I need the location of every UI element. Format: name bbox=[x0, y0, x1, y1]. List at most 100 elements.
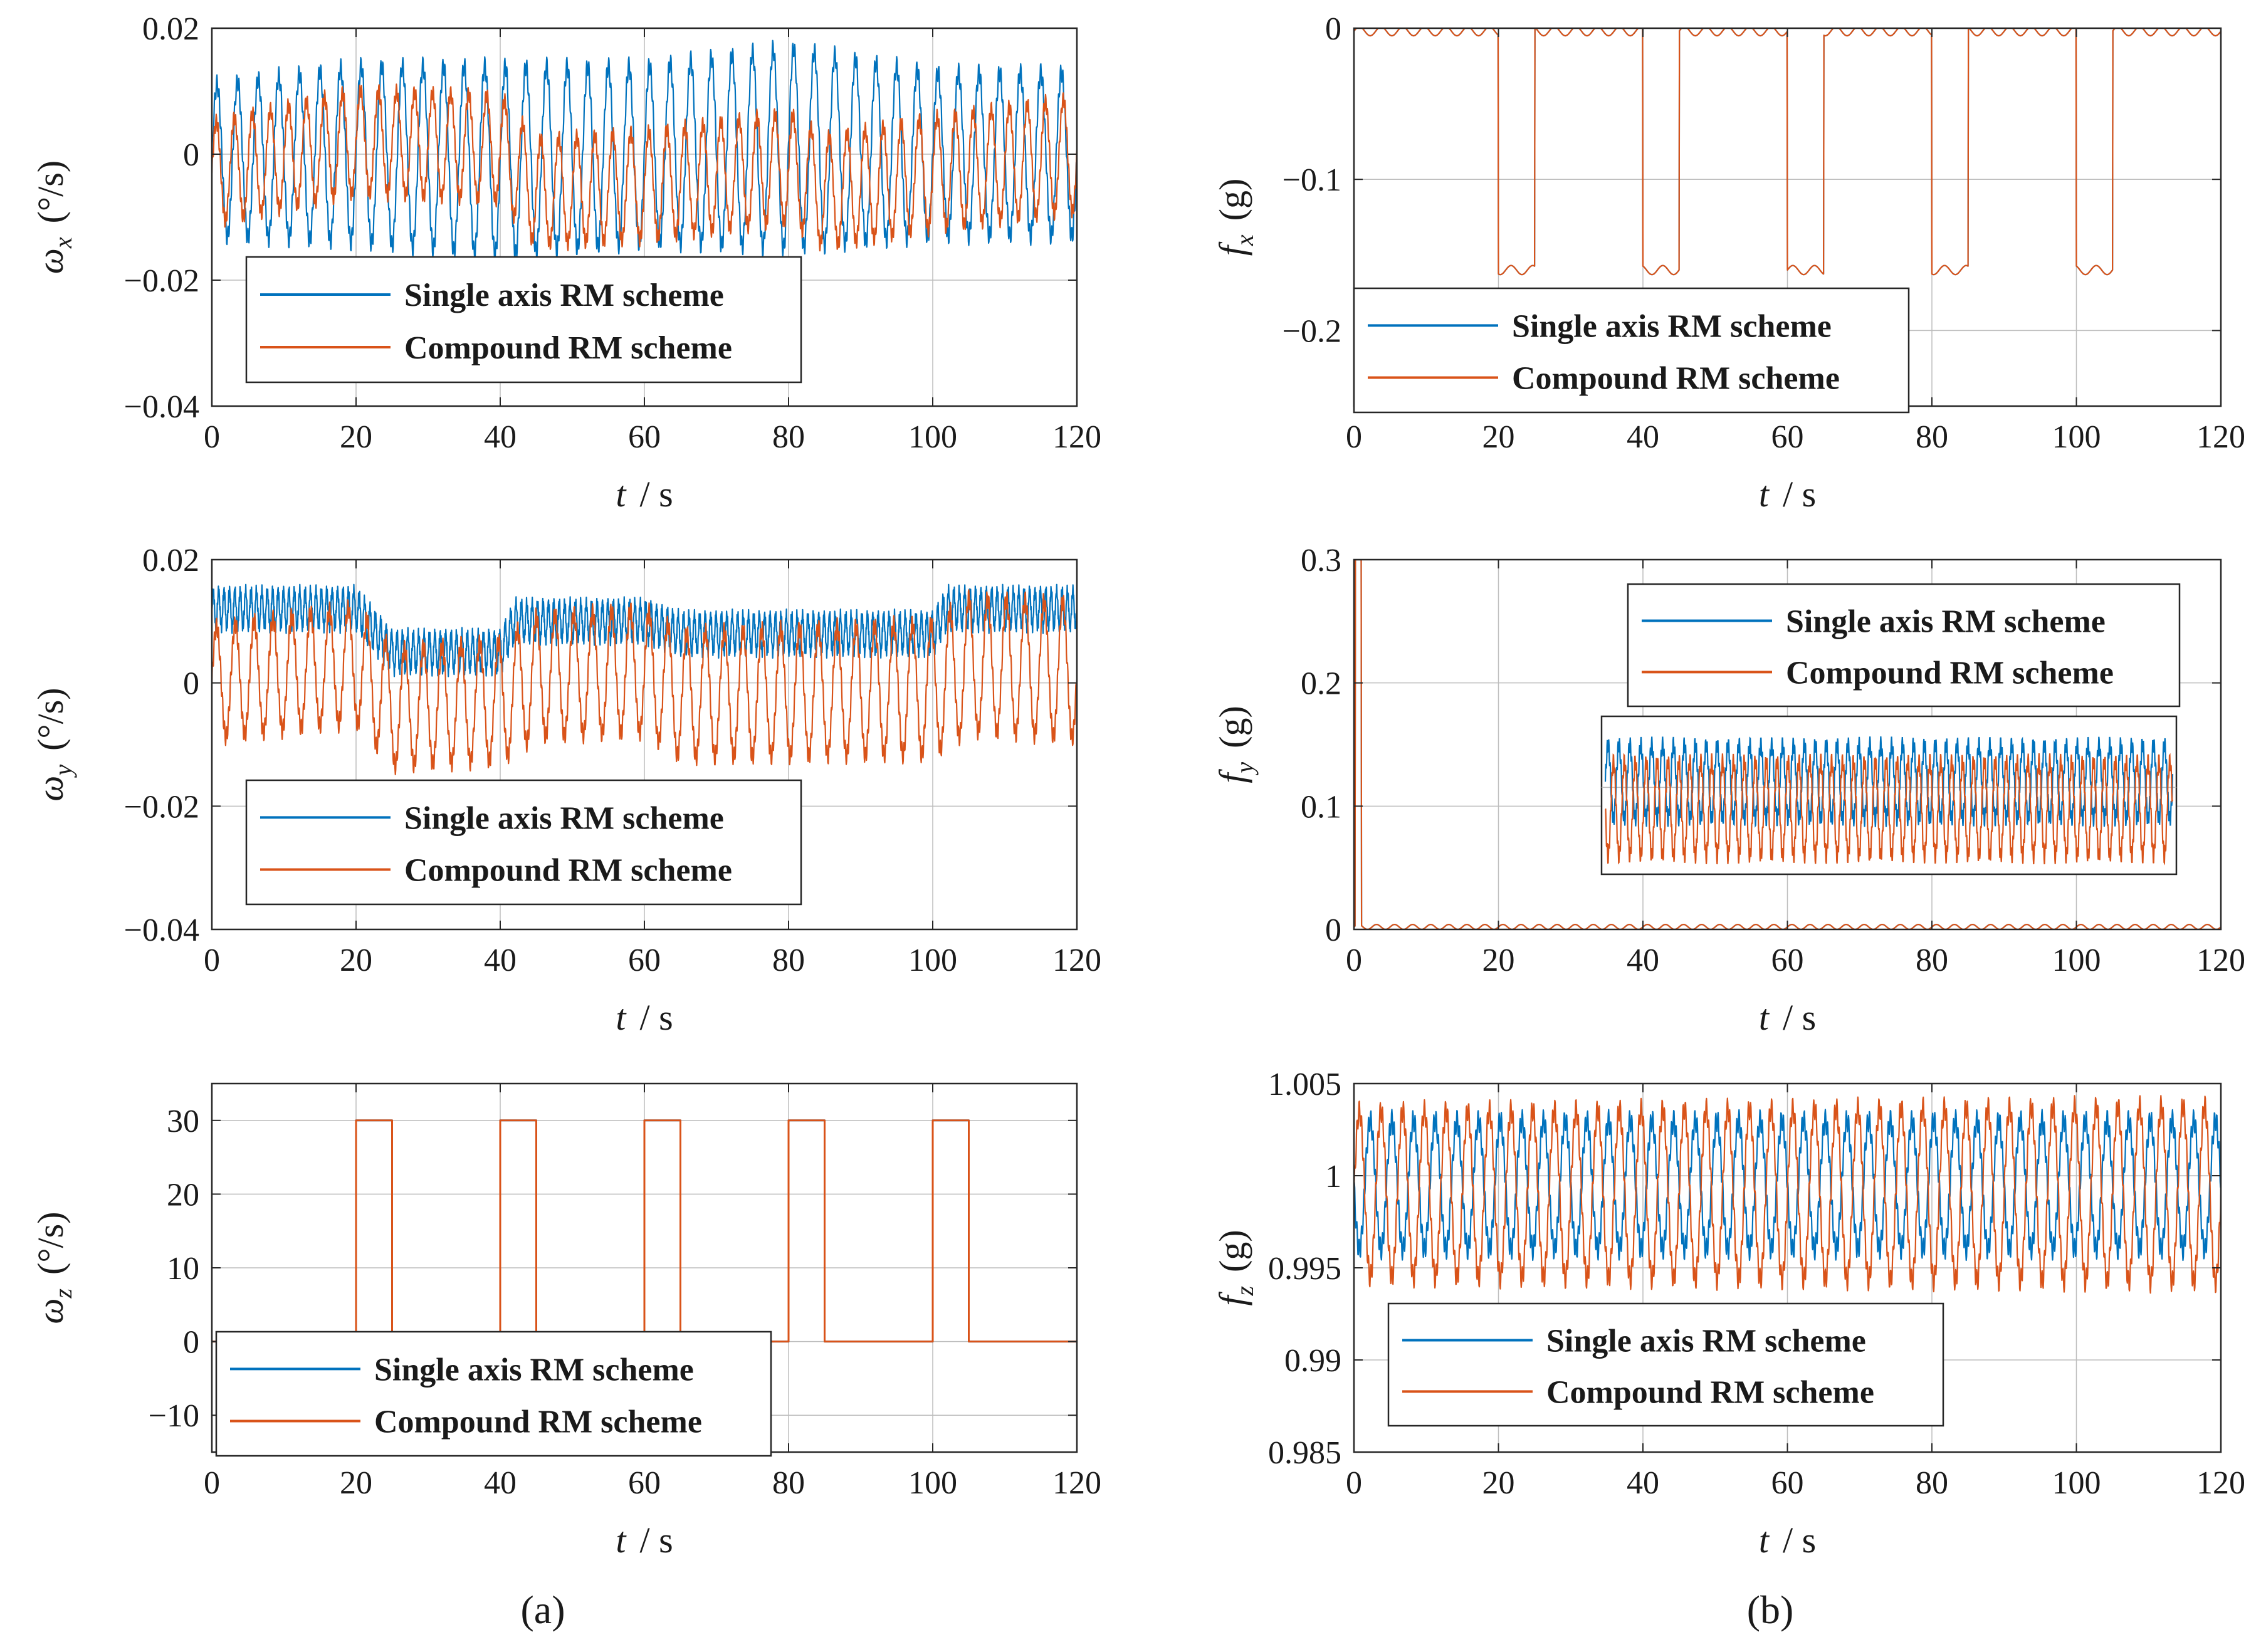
y-axis-label: fy(g) bbox=[1212, 706, 1259, 783]
inset-zoom bbox=[1600, 715, 2178, 876]
y-axis-label: fz(g) bbox=[1212, 1230, 1259, 1305]
tick-label-x: 100 bbox=[908, 1465, 957, 1501]
legend-label-single-axis: Single axis RM scheme bbox=[374, 1352, 694, 1388]
tick-label-x: 80 bbox=[1916, 1465, 1948, 1501]
legend-label-single-axis: Single axis RM scheme bbox=[404, 800, 724, 836]
tick-label-y: 0.02 bbox=[142, 11, 199, 47]
legend: Single axis RM scheme Compound RM scheme bbox=[1353, 287, 1910, 414]
tick-label-x: 60 bbox=[628, 943, 661, 978]
panel-label-a-group: (a) bbox=[520, 1587, 565, 1632]
tick-label-y: 0 bbox=[183, 666, 199, 702]
legend-box bbox=[1387, 1302, 1944, 1427]
legend-label-compound: Compound RM scheme bbox=[1546, 1374, 1874, 1410]
legend: Single axis RM scheme Compound RM scheme bbox=[245, 256, 802, 384]
tick-label-x: 40 bbox=[1627, 1465, 1659, 1501]
tick-label-y: 0 bbox=[183, 137, 199, 173]
tick-label-x: 60 bbox=[628, 1465, 661, 1501]
tick-label-y: 0.1 bbox=[1301, 789, 1341, 825]
legend-label-single-axis: Single axis RM scheme bbox=[1786, 604, 2106, 640]
tick-label-x: 40 bbox=[484, 943, 517, 978]
tick-label-x: 120 bbox=[2196, 1465, 2245, 1501]
tick-label-x: 120 bbox=[2196, 419, 2245, 455]
legend-label-single-axis: Single axis RM scheme bbox=[1512, 308, 1832, 344]
tick-label-y: 0 bbox=[1325, 912, 1341, 948]
tick-label-x: 0 bbox=[1346, 943, 1362, 978]
series-line-compound bbox=[1354, 28, 2221, 276]
legend-box bbox=[215, 1330, 772, 1457]
chart-fx: 0 20 40 60 80 100 120 −0.2 −0.1 0 t / s fx(g) Single … bbox=[1212, 11, 2245, 515]
tick-label-x: 100 bbox=[908, 943, 957, 978]
tick-label-y: 0 bbox=[1325, 11, 1341, 47]
x-axis-label: t / s bbox=[616, 997, 673, 1038]
legend: Single axis RM scheme Compound RM scheme bbox=[1387, 1302, 1944, 1427]
tick-label-y: 1.005 bbox=[1268, 1067, 1341, 1102]
y-axis-label: ωz(°/s) bbox=[30, 1211, 77, 1324]
tick-label-y: 1 bbox=[1325, 1159, 1341, 1195]
tick-label-y: 0.985 bbox=[1268, 1435, 1341, 1471]
tick-label-y: 0.02 bbox=[142, 543, 199, 578]
tick-label-x: 80 bbox=[772, 1465, 805, 1501]
panel-label-b-group: (b) bbox=[1747, 1587, 1794, 1632]
tick-label-x: 100 bbox=[908, 419, 957, 455]
tick-label-y: −0.04 bbox=[124, 912, 199, 948]
chart-wx: 0 20 40 60 80 100 120 −0.04 −0.02 0 0.02 t / s ωx(°/s… bbox=[30, 11, 1101, 515]
tick-label-x: 20 bbox=[1482, 943, 1515, 978]
legend-box bbox=[245, 779, 802, 906]
tick-label-y: −0.1 bbox=[1283, 162, 1341, 198]
series-group bbox=[212, 1119, 1077, 1343]
tick-label-x: 0 bbox=[204, 1465, 220, 1501]
chart-fz: 0 20 40 60 80 100 120 0.985 0.99 0.995 1 1.005 t / s f… bbox=[1212, 1067, 2245, 1561]
series-group bbox=[1354, 1095, 2221, 1294]
tick-label-x: 60 bbox=[1771, 943, 1804, 978]
legend-box bbox=[1627, 583, 2181, 708]
tick-label-x: 60 bbox=[1771, 419, 1804, 455]
tick-label-x: 40 bbox=[1627, 943, 1659, 978]
tick-label-x: 20 bbox=[340, 419, 372, 455]
legend-label-compound: Compound RM scheme bbox=[374, 1404, 702, 1440]
chart-fy: 0 20 40 60 80 100 120 0 0.1 0.2 0.3 t / s fy(g) Single… bbox=[1212, 543, 2245, 1038]
tick-label-y: 0.99 bbox=[1284, 1343, 1341, 1379]
tick-label-y: 0.995 bbox=[1268, 1251, 1341, 1287]
series-group bbox=[212, 39, 1077, 264]
legend: Single axis RM scheme Compound RM scheme bbox=[245, 779, 802, 906]
tick-label-x: 80 bbox=[772, 943, 805, 978]
tick-label-y: 10 bbox=[167, 1251, 199, 1287]
tick-label-y: 30 bbox=[167, 1104, 199, 1139]
tick-label-x: 120 bbox=[1052, 1465, 1101, 1501]
x-axis-label: t / s bbox=[1759, 474, 1816, 515]
tick-label-x: 120 bbox=[1052, 419, 1101, 455]
tick-label-x: 100 bbox=[2052, 419, 2101, 455]
series-line-compound bbox=[212, 589, 1077, 775]
tick-label-x: 100 bbox=[2052, 1465, 2101, 1501]
tick-label-y: −0.04 bbox=[124, 389, 199, 425]
tick-label-x: 20 bbox=[340, 943, 372, 978]
x-axis-label: t / s bbox=[1759, 997, 1816, 1038]
tick-label-x: 0 bbox=[204, 943, 220, 978]
legend-box bbox=[1353, 287, 1910, 414]
tick-label-y: 20 bbox=[167, 1177, 199, 1213]
series-line-single-axis bbox=[212, 583, 1077, 677]
legend-label-compound: Compound RM scheme bbox=[1512, 361, 1840, 397]
tick-label-x: 80 bbox=[1916, 943, 1948, 978]
tick-label-y: −0.02 bbox=[124, 789, 199, 825]
series-line-compound bbox=[1354, 1095, 2221, 1294]
series-group bbox=[212, 583, 1077, 775]
tick-label-x: 120 bbox=[2196, 943, 2245, 978]
tick-label-x: 60 bbox=[1771, 1465, 1804, 1501]
legend-label-compound: Compound RM scheme bbox=[1786, 655, 2114, 691]
tick-label-y: 0 bbox=[183, 1325, 199, 1361]
legend: Single axis RM scheme Compound RM scheme bbox=[1627, 583, 2181, 708]
inset-series-line-compound bbox=[1605, 753, 2174, 865]
tick-label-x: 80 bbox=[1916, 419, 1948, 455]
tick-label-y: 0.3 bbox=[1301, 543, 1341, 578]
tick-label-x: 40 bbox=[1627, 419, 1659, 455]
tick-label-x: 20 bbox=[1482, 419, 1515, 455]
panel-label-b: (b) bbox=[1747, 1587, 1794, 1632]
tick-label-x: 0 bbox=[1346, 1465, 1362, 1501]
x-axis-label: t / s bbox=[616, 1520, 673, 1561]
series-line-compound bbox=[212, 1119, 1077, 1343]
tick-label-x: 40 bbox=[484, 419, 517, 455]
legend-label-single-axis: Single axis RM scheme bbox=[1546, 1324, 1866, 1359]
tick-label-x: 0 bbox=[1346, 419, 1362, 455]
